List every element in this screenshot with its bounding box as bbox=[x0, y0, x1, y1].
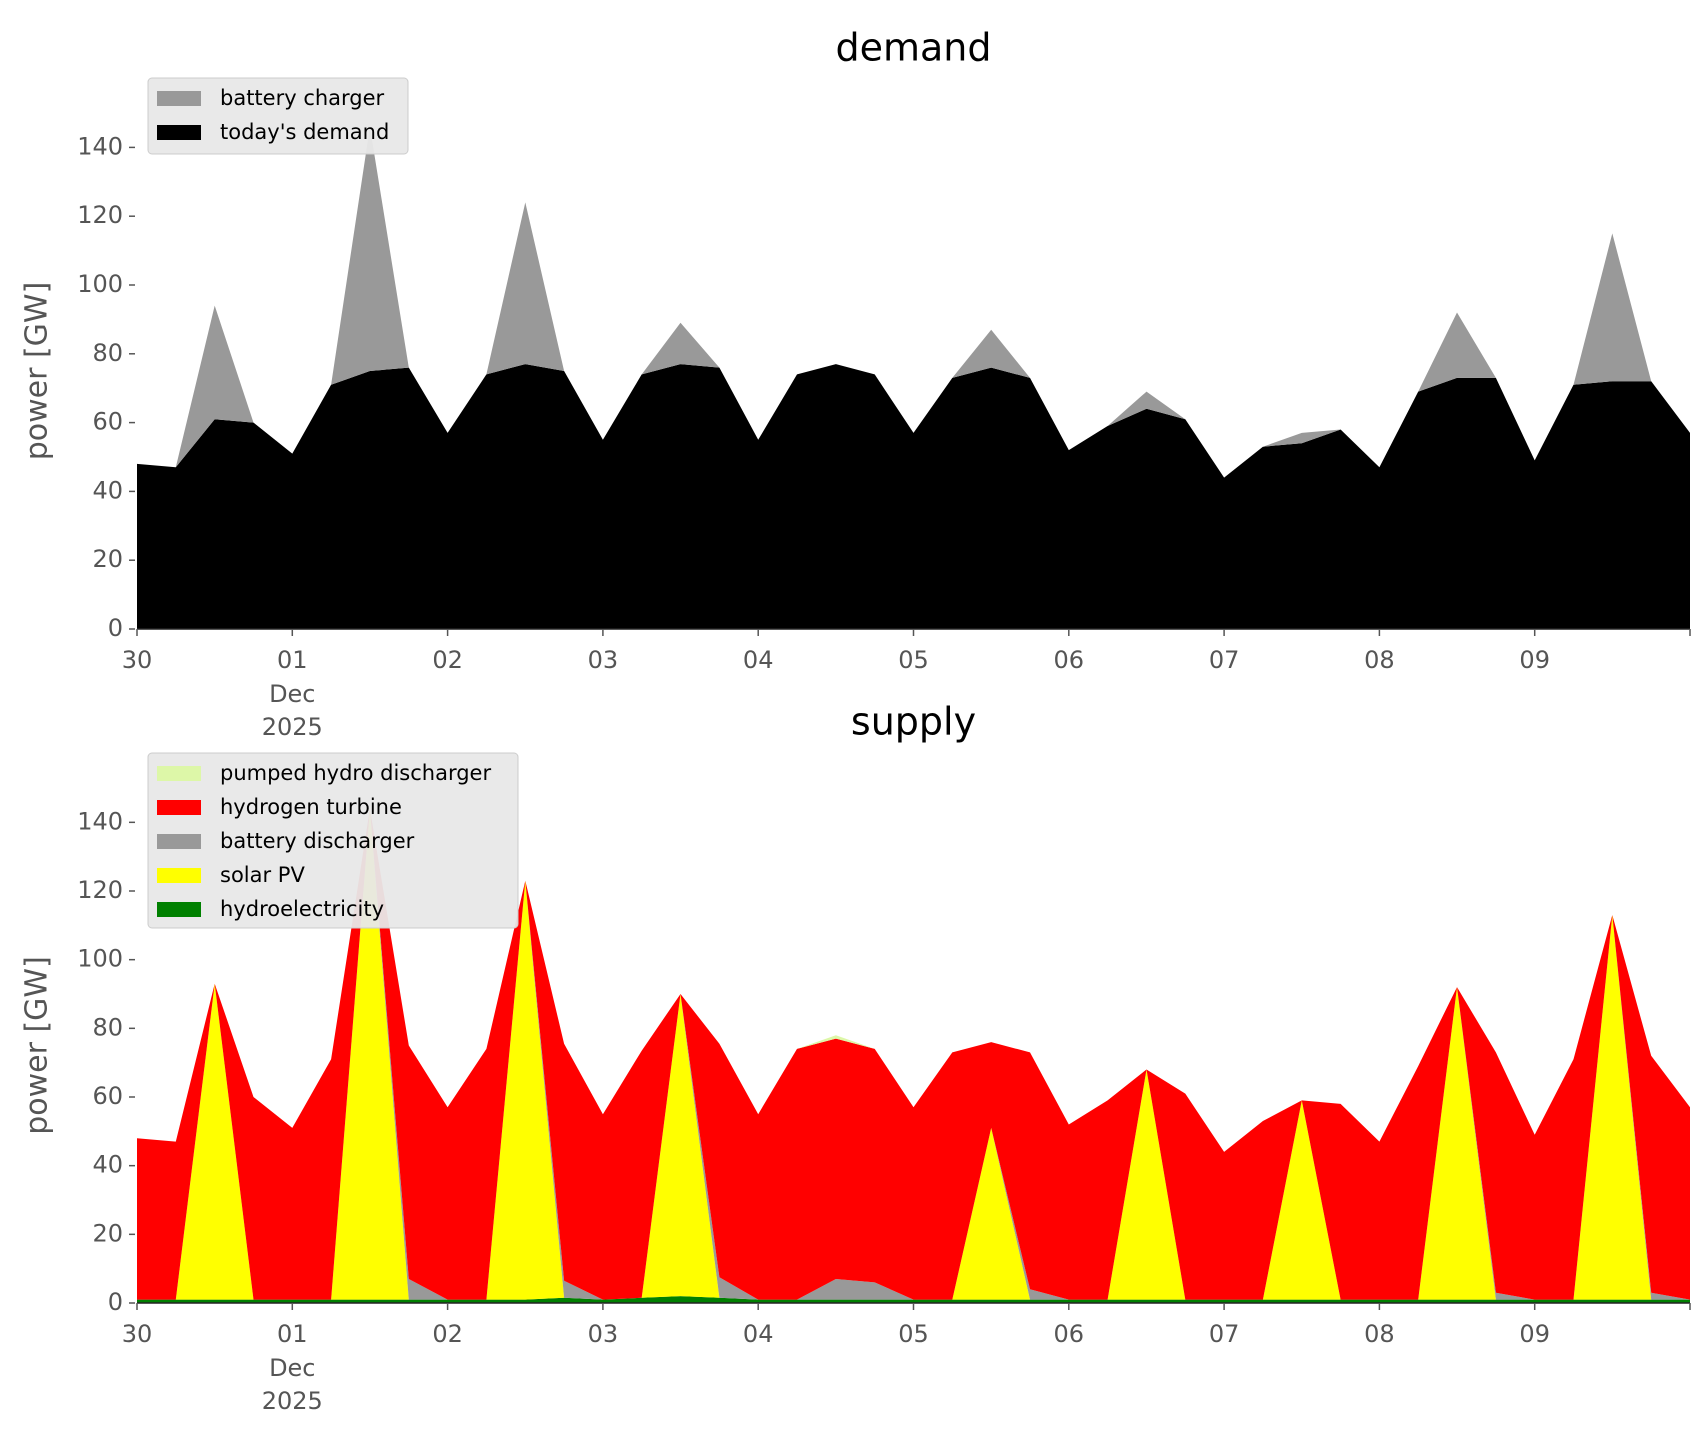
x-tick-label: 05 bbox=[898, 1320, 929, 1348]
y-tick-label: 0 bbox=[108, 1288, 123, 1316]
legend-swatch bbox=[157, 800, 201, 815]
legend-box bbox=[147, 752, 519, 929]
x-tick-label: 06 bbox=[1054, 1320, 1085, 1348]
x-tick-label: 03 bbox=[588, 1320, 619, 1348]
y-tick-label: 80 bbox=[92, 1013, 123, 1041]
chart-title: demand bbox=[835, 26, 991, 70]
y-tick-label: 60 bbox=[92, 408, 123, 436]
y-tick-label: 80 bbox=[92, 339, 123, 367]
x-tick-label: 04 bbox=[743, 646, 774, 674]
x-tick-label: 05 bbox=[898, 646, 929, 674]
x-tick-label: 09 bbox=[1519, 646, 1550, 674]
legend-swatch bbox=[157, 902, 201, 917]
y-tick-label: 40 bbox=[92, 1151, 123, 1179]
legend-swatch bbox=[157, 868, 201, 883]
y-tick-label: 40 bbox=[92, 476, 123, 504]
x-tick-label: 01 bbox=[277, 646, 308, 674]
y-tick-label: 100 bbox=[77, 945, 123, 973]
legend-label: hydrogen turbine bbox=[220, 795, 402, 819]
x-tick-sublabel: 2025 bbox=[262, 713, 323, 741]
y-tick-label: 140 bbox=[77, 132, 123, 160]
x-tick-label: 08 bbox=[1364, 1320, 1395, 1348]
y-tick-label: 0 bbox=[108, 614, 123, 642]
x-tick-sublabel: Dec bbox=[269, 1354, 315, 1382]
legend-box bbox=[147, 77, 409, 155]
area-solar-pv bbox=[137, 808, 1690, 1300]
y-axis-label: power [GW] bbox=[20, 956, 55, 1135]
y-tick-label: 120 bbox=[77, 201, 123, 229]
y-tick-label: 60 bbox=[92, 1082, 123, 1110]
y-tick-label: 100 bbox=[77, 270, 123, 298]
legend-label: battery charger bbox=[220, 86, 385, 110]
y-tick-label: 20 bbox=[92, 1219, 123, 1247]
x-tick-label: 08 bbox=[1364, 646, 1395, 674]
x-tick-label: 09 bbox=[1519, 1320, 1550, 1348]
x-tick-sublabel: 2025 bbox=[262, 1387, 323, 1415]
legend: battery charger today's demand bbox=[147, 77, 409, 155]
x-tick-label: 30 bbox=[122, 646, 153, 674]
legend-label: battery discharger bbox=[220, 829, 415, 853]
area-hydrogen-turbine bbox=[137, 808, 1690, 1300]
legend: pumped hydro discharger hydrogen turbine b… bbox=[147, 752, 519, 929]
y-axis-label: power [GW] bbox=[20, 282, 55, 461]
y-tick-label: 120 bbox=[77, 876, 123, 904]
legend-swatch bbox=[157, 91, 201, 106]
x-tick-label: 02 bbox=[432, 1320, 463, 1348]
x-tick-sublabel: Dec bbox=[269, 680, 315, 708]
area-hydroelectricity bbox=[137, 1296, 1690, 1303]
demand-panel: demand power [GW] 0 20 40 60 80 100 120 140 30 01 02… bbox=[20, 26, 1691, 741]
x-tick-label: 01 bbox=[277, 1320, 308, 1348]
legend-swatch bbox=[157, 834, 201, 849]
y-tick-label: 140 bbox=[77, 807, 123, 835]
legend-label: solar PV bbox=[220, 863, 305, 887]
x-tick-label: 03 bbox=[588, 646, 619, 674]
area-battery-charger bbox=[137, 126, 1690, 478]
y-tick-label: 20 bbox=[92, 545, 123, 573]
x-tick-label: 04 bbox=[743, 1320, 774, 1348]
x-tick-label: 02 bbox=[432, 646, 463, 674]
legend-swatch bbox=[157, 766, 201, 781]
x-tick-label: 07 bbox=[1209, 1320, 1240, 1348]
x-tick-label: 30 bbox=[122, 1320, 153, 1348]
chart-title: supply bbox=[851, 700, 976, 744]
legend-label: pumped hydro discharger bbox=[220, 761, 491, 785]
legend-label: hydroelectricity bbox=[220, 897, 384, 921]
x-tick-label: 07 bbox=[1209, 646, 1240, 674]
legend-swatch bbox=[157, 125, 201, 140]
x-tick-label: 06 bbox=[1054, 646, 1085, 674]
legend-label: today's demand bbox=[220, 120, 389, 144]
area-today-s-demand bbox=[137, 364, 1690, 629]
supply-panel: supply power [GW] 0 20 40 60 80 100 120 140 30 01 02… bbox=[20, 700, 1691, 1415]
